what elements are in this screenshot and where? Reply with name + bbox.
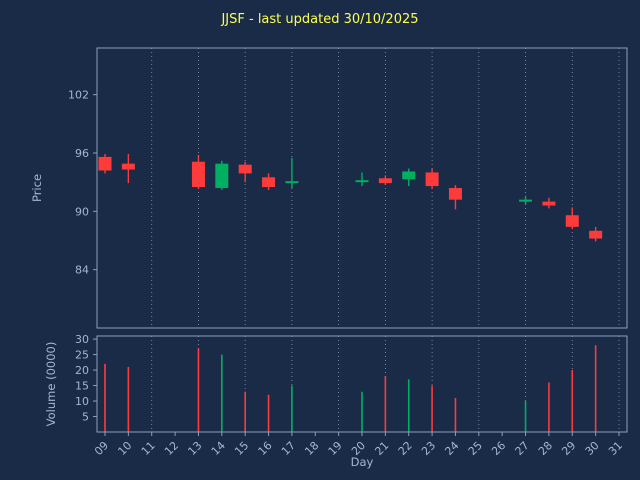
day-tick-label: 13 — [185, 439, 204, 458]
day-tick-label: 23 — [419, 439, 438, 458]
day-tick-label: 16 — [256, 439, 275, 458]
candle-body — [262, 177, 276, 188]
day-tick-label: 26 — [489, 439, 508, 458]
price-tick-label: 96 — [75, 147, 89, 160]
price-tick-label: 90 — [75, 205, 89, 218]
candle-body — [542, 201, 556, 206]
volume-tick-label: 10 — [75, 395, 89, 408]
candle-body — [215, 163, 229, 188]
volume-tick-label: 25 — [75, 349, 89, 362]
price-tick-label: 102 — [68, 89, 89, 102]
candle-body — [425, 172, 439, 187]
day-tick-label: 14 — [209, 439, 228, 458]
day-tick-label: 11 — [139, 439, 158, 458]
day-tick-label: 27 — [513, 439, 532, 458]
day-tick-label: 22 — [396, 439, 415, 458]
volume-tick-label: 30 — [75, 333, 89, 346]
day-tick-label: 18 — [302, 439, 321, 458]
day-tick-label: 25 — [466, 439, 485, 458]
day-tick-label: 12 — [162, 439, 181, 458]
candle-body — [448, 188, 462, 200]
chart-title: JJSF - last updated 30/10/2025 — [221, 12, 419, 27]
candle-body — [191, 161, 205, 188]
day-tick-label: 21 — [372, 439, 391, 458]
x-axis-label: Day — [350, 455, 374, 469]
day-tick-label: 31 — [606, 439, 625, 458]
candle-body — [98, 156, 112, 171]
day-tick-label: 29 — [559, 439, 578, 458]
day-tick-label: 17 — [279, 439, 298, 458]
day-tick-label: 09 — [92, 439, 111, 458]
day-tick-label: 24 — [442, 439, 461, 458]
volume-tick-label: 20 — [75, 364, 89, 377]
candle-body — [565, 215, 579, 227]
candle-body — [589, 230, 603, 239]
day-tick-label: 20 — [349, 439, 368, 458]
day-tick-label: 10 — [115, 439, 134, 458]
candle-body — [402, 171, 416, 180]
price-tick-label: 84 — [75, 264, 89, 277]
day-tick-label: 19 — [326, 439, 345, 458]
day-tick-label: 15 — [232, 439, 251, 458]
plot-border — [96, 47, 628, 329]
day-tick-label: 30 — [583, 439, 602, 458]
volume-tick-label: 15 — [75, 380, 89, 393]
candle-body — [238, 164, 252, 174]
volume-tick-label: 5 — [82, 411, 89, 424]
day-tick-label: 28 — [536, 439, 555, 458]
candle-body — [121, 163, 135, 170]
candle-body — [378, 178, 392, 184]
